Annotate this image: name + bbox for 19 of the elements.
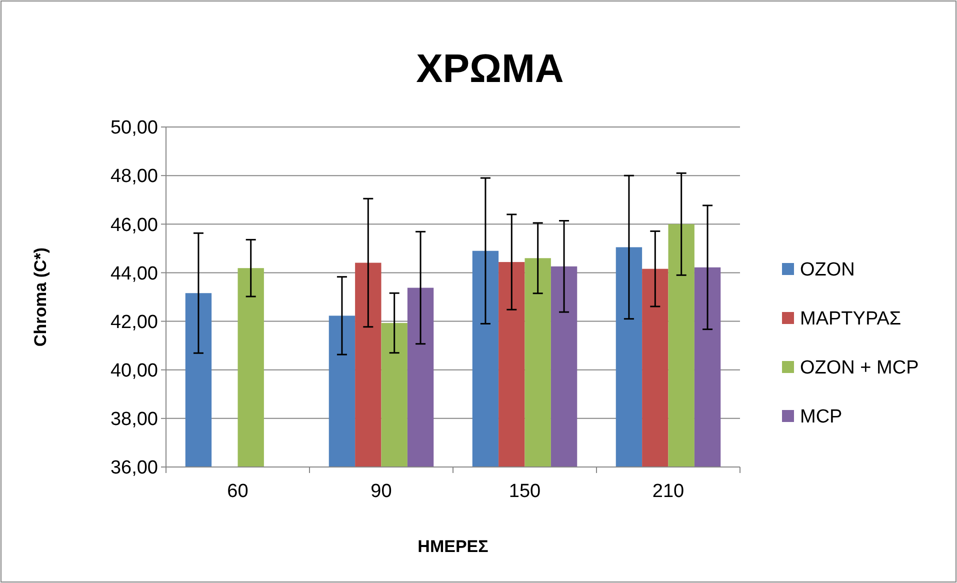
y-tick-label: 46,00 <box>110 214 158 236</box>
chart-title: ΧΡΩΜΑ <box>416 47 564 91</box>
x-tick-label: 210 <box>652 481 684 502</box>
y-tick-label: 40,00 <box>110 360 158 382</box>
y-tick-label: 38,00 <box>110 409 158 430</box>
x-tick-label: 90 <box>370 481 392 502</box>
x-tick-label: 150 <box>508 481 541 502</box>
x-tick-label: 60 <box>227 481 248 502</box>
y-axis-title: Chroma (C*) <box>31 247 50 347</box>
y-tick-label: 50,00 <box>110 118 158 139</box>
y-tick-label: 48,00 <box>110 166 158 188</box>
y-tick-label: 36,00 <box>110 458 158 479</box>
y-tick-label: 44,00 <box>110 263 158 284</box>
legend-label: OZON <box>800 260 855 281</box>
legend-label: MCP <box>800 406 842 428</box>
legend-label: OZON + MCP <box>800 358 919 379</box>
x-axis-title: ΗΜΕΡΕΣ <box>418 537 488 556</box>
legend-label: ΜΑΡΤΥΡΑΣ <box>800 308 902 330</box>
y-tick-label: 42,00 <box>110 312 158 333</box>
